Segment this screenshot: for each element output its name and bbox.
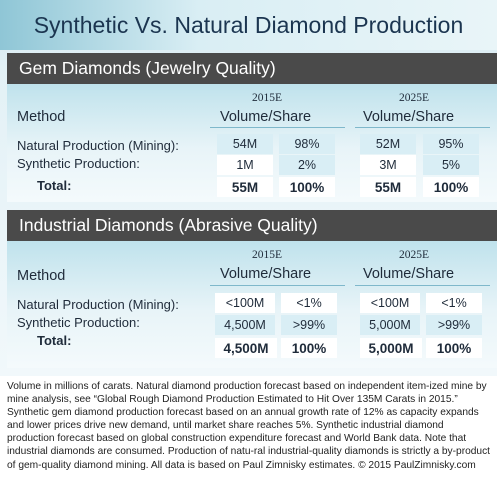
industrial-synthetic-2015-volume: 4,500M xyxy=(215,315,275,335)
gem-volume-share-2025: Volume/Share xyxy=(363,109,455,125)
industrial-total-2015-share: 100% xyxy=(281,338,337,358)
industrial-synthetic-2025-volume: 5,000M xyxy=(360,315,420,335)
gem-section-header: Gem Diamonds (Jewelry Quality) xyxy=(7,53,497,84)
industrial-row-synthetic-label: Synthetic Production: xyxy=(17,315,140,330)
gem-natural-2025-share: 95% xyxy=(423,134,479,154)
gem-natural-2015-volume: 54M xyxy=(217,134,273,154)
industrial-volume-share-2025: Volume/Share xyxy=(363,266,455,282)
page-title: Synthetic Vs. Natural Diamond Production xyxy=(0,0,497,50)
gem-total-label: Total: xyxy=(37,178,72,193)
gem-row-natural-label: Natural Production (Mining): xyxy=(17,138,179,153)
industrial-table: 2015E 2025E Method Volume/Share Volume/S… xyxy=(7,241,497,368)
gem-synthetic-2015-volume: 1M xyxy=(217,155,273,175)
industrial-year-2025: 2025E xyxy=(399,249,430,261)
industrial-total-label: Total: xyxy=(37,333,72,348)
gem-volume-share-2015: Volume/Share xyxy=(220,109,312,125)
industrial-total-2015-volume: 4,500M xyxy=(215,338,277,358)
industrial-natural-2025-share: <1% xyxy=(426,293,482,313)
gem-natural-2015-share: 98% xyxy=(279,134,335,154)
industrial-natural-2015-share: <1% xyxy=(281,293,337,313)
industrial-method-label: Method xyxy=(17,268,66,284)
gem-row-synthetic-label: Synthetic Production: xyxy=(17,156,140,171)
industrial-natural-2015-volume: <100M xyxy=(215,293,275,313)
gem-divider-2025 xyxy=(355,127,490,128)
gem-total-2015-volume: 55M xyxy=(217,177,273,197)
industrial-synthetic-2015-share: >99% xyxy=(281,315,337,335)
industrial-divider-2015 xyxy=(210,285,345,286)
industrial-synthetic-2025-share: >99% xyxy=(426,315,482,335)
gem-synthetic-2015-share: 2% xyxy=(279,155,335,175)
gem-divider-2015 xyxy=(210,127,345,128)
industrial-divider-2025 xyxy=(355,285,490,286)
gem-synthetic-2025-volume: 3M xyxy=(360,155,416,175)
industrial-natural-2025-volume: <100M xyxy=(360,293,420,313)
industrial-total-2025-volume: 5,000M xyxy=(360,338,422,358)
gem-synthetic-2025-share: 5% xyxy=(423,155,479,175)
industrial-total-2025-share: 100% xyxy=(426,338,482,358)
industrial-volume-share-2015: Volume/Share xyxy=(220,266,312,282)
gem-table: 2015E 2025E Method Volume/Share Volume/S… xyxy=(7,84,497,202)
gem-natural-2025-volume: 52M xyxy=(360,134,416,154)
industrial-row-natural-label: Natural Production (Mining): xyxy=(17,297,179,312)
gem-year-2025: 2025E xyxy=(399,92,430,104)
gem-total-2025-share: 100% xyxy=(423,177,479,197)
industrial-year-2015: 2015E xyxy=(252,249,283,261)
gem-total-2025-volume: 55M xyxy=(360,177,416,197)
industrial-section-header: Industrial Diamonds (Abrasive Quality) xyxy=(7,210,497,241)
gem-method-label: Method xyxy=(17,109,66,125)
gem-year-2015: 2015E xyxy=(252,92,283,104)
gem-total-2015-share: 100% xyxy=(279,177,335,197)
footnote: Volume in millions of carats. Natural di… xyxy=(7,381,491,471)
